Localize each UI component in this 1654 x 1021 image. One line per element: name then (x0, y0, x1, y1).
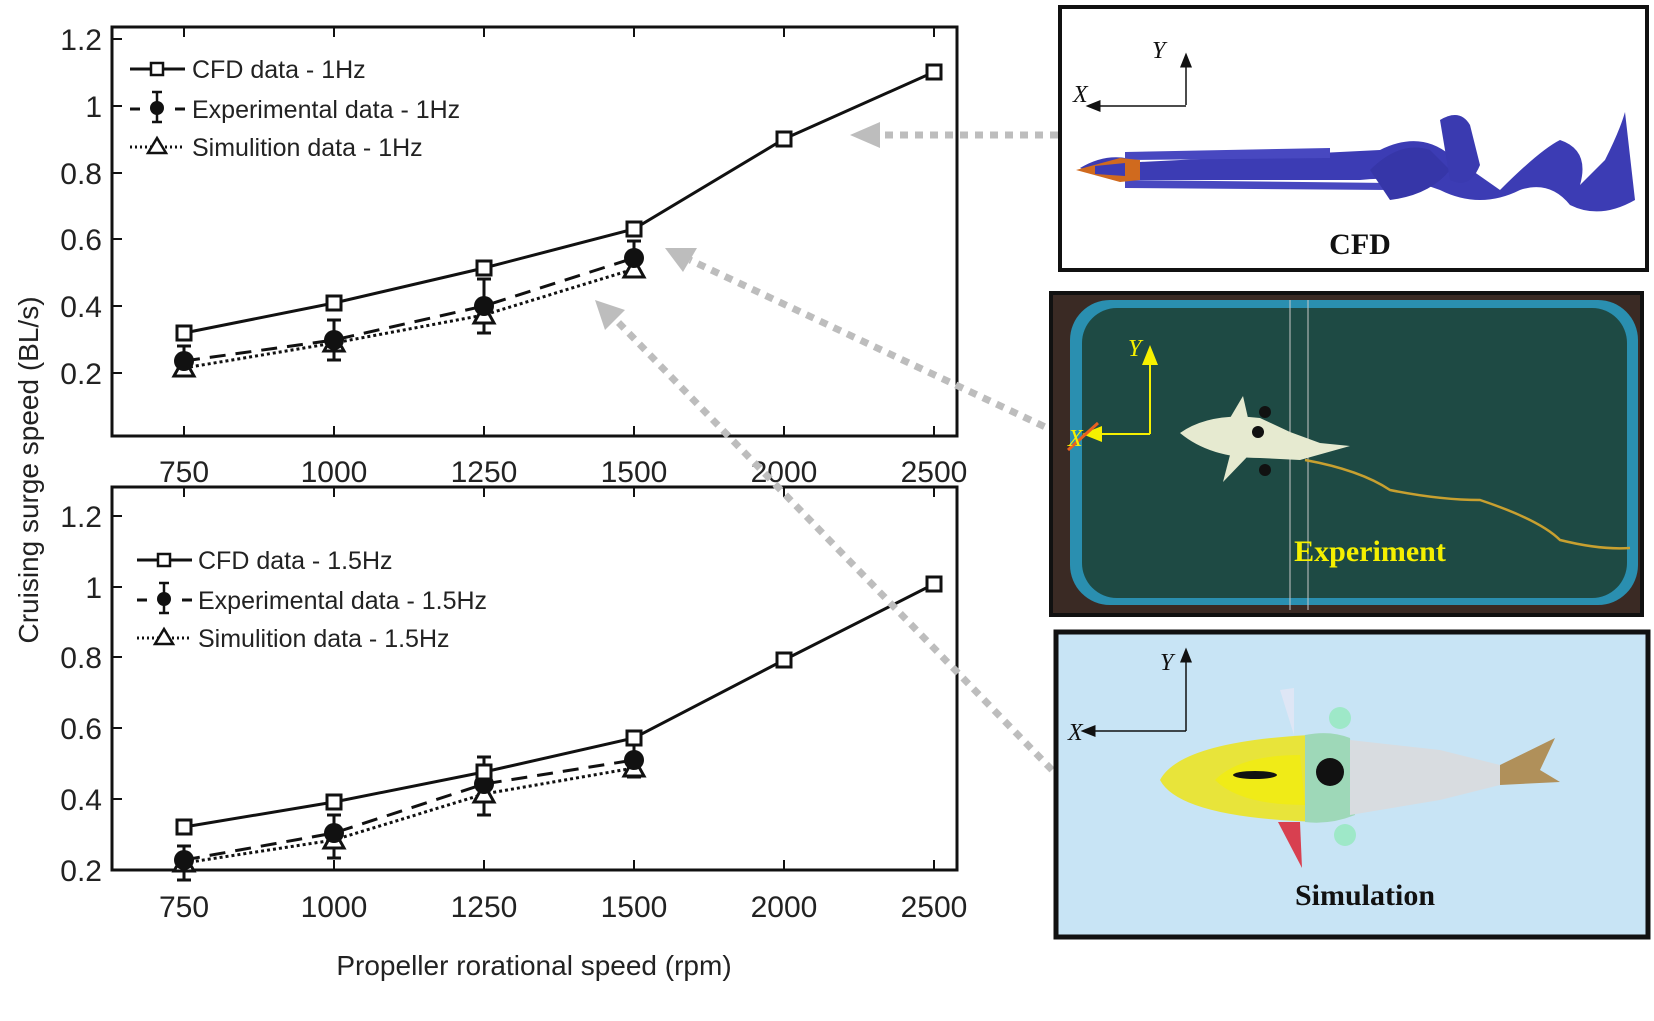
x-axis-title: Propeller rorational speed (rpm) (336, 950, 731, 981)
bottom-x-ticks (183, 487, 935, 870)
experiment-panel: Y X Experiment (1049, 291, 1644, 617)
simulation-axes-icon: Y X (1067, 647, 1192, 746)
svg-text:2500: 2500 (901, 891, 968, 924)
svg-text:750: 750 (159, 891, 209, 924)
top-chart: 1.2 1 0.8 0.6 0.4 0.2 750 1000 1250 1500… (60, 24, 967, 489)
bottom-y-tick-labels: 1.2 1 0.8 0.6 0.4 0.2 (60, 501, 102, 888)
experiment-axes-icon: Y X (1066, 336, 1158, 452)
top-sim-line (183, 267, 635, 370)
svg-text:0.6: 0.6 (60, 224, 102, 257)
top-x-ticks (183, 27, 935, 436)
connector-arrows (595, 122, 1060, 773)
svg-text:X: X (1067, 426, 1084, 452)
bottom-exp-line (183, 758, 635, 862)
svg-text:X: X (1067, 720, 1084, 746)
bottom-sim-line (183, 766, 635, 865)
cfd-vortex-wake (1080, 112, 1635, 212)
bottom-error-bars (177, 743, 641, 882)
svg-text:Y: Y (1160, 650, 1176, 676)
bottom-chart: 1.2 1 0.8 0.6 0.4 0.2 750 1000 1250 1500… (60, 485, 967, 981)
legend-item-cfd: CFD data - 1.5Hz (137, 547, 393, 575)
svg-text:X: X (1072, 82, 1089, 108)
cfd-panel: Y X CFD (1058, 5, 1649, 272)
top-y-ticks (112, 38, 122, 374)
svg-text:1250: 1250 (451, 891, 518, 924)
svg-text:0.4: 0.4 (60, 291, 102, 324)
svg-text:2000: 2000 (751, 456, 818, 489)
svg-text:1.2: 1.2 (60, 501, 102, 534)
svg-text:Simulition data - 1.5Hz: Simulition data - 1.5Hz (198, 625, 450, 653)
svg-text:0.8: 0.8 (60, 158, 102, 191)
bottom-y-ticks (112, 515, 122, 800)
simulation-panel: Y X Simulation (1053, 629, 1651, 940)
cfd-vehicle (1076, 158, 1140, 182)
experiment-vehicle (1180, 396, 1350, 482)
svg-text:CFD data - 1Hz: CFD data - 1Hz (192, 56, 366, 84)
svg-text:750: 750 (159, 456, 209, 489)
legend-item-experimental: Experimental data - 1Hz (130, 90, 460, 124)
legend-item-experimental: Experimental data - 1.5Hz (137, 581, 487, 615)
bottom-legend: CFD data - 1.5Hz Experimental data - 1.5… (137, 547, 487, 653)
svg-text:1000: 1000 (301, 456, 368, 489)
svg-text:1: 1 (85, 91, 102, 124)
simulation-vehicle (1160, 688, 1560, 868)
top-cfd-markers (175, 63, 943, 342)
bottom-cfd-markers (175, 575, 943, 836)
top-exp-line (183, 256, 635, 363)
svg-text:1500: 1500 (601, 891, 668, 924)
svg-text:Simulition data - 1Hz: Simulition data - 1Hz (192, 134, 423, 162)
svg-text:0.6: 0.6 (60, 713, 102, 746)
cfd-panel-title: CFD (1329, 228, 1391, 261)
svg-text:1250: 1250 (451, 456, 518, 489)
top-exp-markers (174, 248, 644, 371)
svg-text:Experimental data - 1.5Hz: Experimental data - 1.5Hz (198, 587, 487, 615)
experiment-panel-title: Experiment (1294, 535, 1446, 568)
top-cfd-line (183, 70, 935, 335)
svg-text:1500: 1500 (601, 456, 668, 489)
legend-item-simulation: Simulition data - 1Hz (130, 134, 423, 162)
svg-text:1000: 1000 (301, 891, 368, 924)
svg-text:CFD data - 1.5Hz: CFD data - 1.5Hz (198, 547, 393, 575)
tether-cable (1304, 458, 1631, 550)
svg-text:Y: Y (1128, 336, 1144, 362)
cfd-axes-icon: Y X (1072, 38, 1192, 112)
bottom-x-tick-labels: 750 1000 1250 1500 2000 2500 (159, 891, 967, 924)
top-error-bars (177, 239, 641, 378)
svg-text:0.4: 0.4 (60, 784, 102, 817)
bottom-exp-markers (174, 750, 644, 870)
svg-text:0.2: 0.2 (60, 855, 102, 888)
top-legend: CFD data - 1Hz Experimental data - 1Hz S… (130, 56, 460, 162)
svg-text:0.2: 0.2 (60, 358, 102, 391)
svg-text:2000: 2000 (751, 891, 818, 924)
simulation-panel-title: Simulation (1295, 879, 1435, 912)
legend-item-cfd: CFD data - 1Hz (130, 56, 366, 84)
svg-text:Experimental data - 1Hz: Experimental data - 1Hz (192, 96, 460, 124)
top-x-tick-labels: 750 1000 1250 1500 2000 2500 (159, 456, 967, 489)
y-axis-title: Cruising surge speed (BL/s) (13, 296, 44, 643)
bottom-cfd-line (183, 582, 935, 829)
svg-text:1.2: 1.2 (60, 24, 102, 57)
legend-item-simulation: Simulition data - 1.5Hz (137, 625, 450, 653)
svg-text:Y: Y (1152, 38, 1168, 64)
top-y-tick-labels: 1.2 1 0.8 0.6 0.4 0.2 (60, 24, 102, 391)
svg-text:1: 1 (85, 572, 102, 605)
svg-text:2500: 2500 (901, 456, 968, 489)
svg-text:0.8: 0.8 (60, 642, 102, 675)
